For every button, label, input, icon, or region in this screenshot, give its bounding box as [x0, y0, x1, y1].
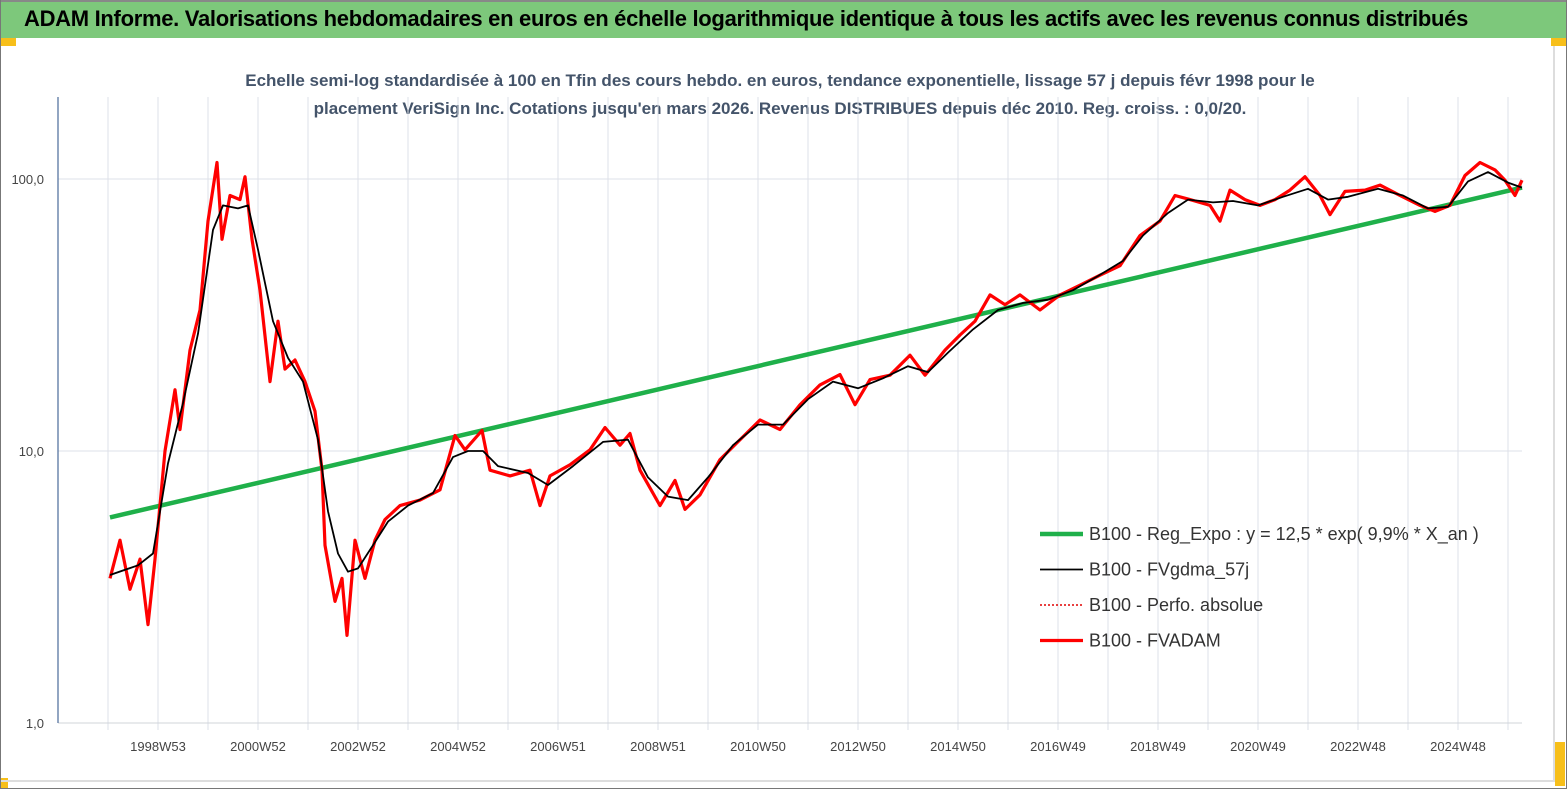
x-tick-label: 2022W48 — [1330, 739, 1386, 754]
legend-label: B100 - FVgdma_57j — [1089, 560, 1249, 581]
x-tick-label: 2002W52 — [330, 739, 386, 754]
series-line-thick-red — [108, 160, 1524, 638]
x-tick-label: 2016W49 — [1030, 739, 1086, 754]
chart-subtitle-line-2: placement VeriSign Inc. Cotations jusqu'… — [314, 99, 1247, 118]
x-tick-label: 2018W49 — [1130, 739, 1186, 754]
legend-label: B100 - Perfo. absolue — [1089, 595, 1263, 615]
report-header: ADAM Informe. Valorisations hebdomadaire… — [0, 0, 1567, 38]
x-tick-label: 2010W50 — [730, 739, 786, 754]
corner-marker-bottom-left — [0, 778, 8, 788]
legend-label: B100 - FVADAM — [1089, 631, 1221, 651]
x-tick-label: 2014W50 — [930, 739, 986, 754]
x-tick-label: 2008W51 — [630, 739, 686, 754]
y-tick-label: 10,0 — [19, 444, 44, 459]
x-tick-label: 2024W48 — [1430, 739, 1486, 754]
x-tick-label: 2020W49 — [1230, 739, 1286, 754]
y-tick-label: 1,0 — [26, 716, 44, 731]
series-line-thin-black — [109, 171, 1523, 576]
chart-frame — [0, 46, 1555, 782]
y-tick-label: 100,0 — [11, 172, 44, 187]
corner-marker-top-right — [1551, 38, 1567, 46]
x-tick-label: 2012W50 — [830, 739, 886, 754]
x-tick-label: 2004W52 — [430, 739, 486, 754]
x-tick-label: 2006W51 — [530, 739, 586, 754]
x-tick-label: 2000W52 — [230, 739, 286, 754]
series-line-thick-green — [109, 185, 1523, 520]
legend-label: B100 - Reg_Expo : y = 12,5 * exp( 9,9% *… — [1089, 524, 1479, 545]
x-tick-label: 1998W53 — [130, 739, 186, 754]
chart-subtitle-line-1: Echelle semi-log standardisée à 100 en T… — [245, 71, 1314, 90]
corner-marker-top-left — [0, 38, 16, 46]
corner-marker-bottom-right — [1555, 742, 1565, 786]
report-title: ADAM Informe. Valorisations hebdomadaire… — [24, 6, 1469, 31]
